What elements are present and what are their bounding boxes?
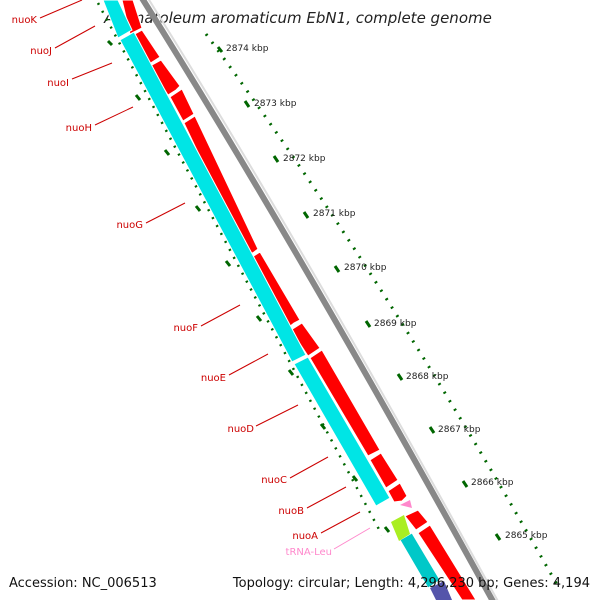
forward-strand-genes	[121, 0, 477, 600]
kbp-major-ticks	[216, 46, 502, 541]
gene-label-nuoJ: nuoJ	[30, 46, 52, 57]
backbone-shadow	[147, 0, 499, 600]
gene-label-nuoK: nuoK	[12, 15, 38, 26]
kbp-label-2874: 2874 kbp	[226, 44, 269, 54]
accession-text: Accession: NC_006513	[9, 576, 157, 591]
gene-reverse-2	[119, 31, 307, 363]
kbp-label-2868: 2868 kbp	[406, 372, 449, 382]
gene-reverse-1	[102, 0, 133, 39]
gene-label-nuoA: nuoA	[292, 531, 318, 542]
gene-nuoC-forward	[369, 452, 399, 489]
kbp-label-2866: 2866 kbp	[471, 478, 514, 488]
gene-leader-lines	[39, 0, 361, 534]
genome-backbone	[139, 0, 496, 600]
gene-label-nuoD: nuoD	[228, 424, 255, 435]
kbp-label-2870: 2870 kbp	[344, 263, 387, 273]
gene-label-nuoE: nuoE	[201, 373, 226, 384]
kbp-label-2867: 2867 kbp	[438, 425, 481, 435]
gene-label-nuoI: nuoI	[47, 78, 69, 89]
kbp-label-2871: 2871 kbp	[313, 209, 356, 219]
topology-text: Topology: circular; Length: 4,296,230 bp…	[232, 576, 590, 591]
scale-tick-ring	[204, 33, 562, 591]
kbp-label-2869: 2869 kbp	[374, 319, 417, 329]
gene-label-nuoB: nuoB	[278, 506, 304, 517]
gene-reverse-4	[399, 532, 441, 589]
inner-major-ticks	[106, 39, 391, 533]
inner-tick-ring	[96, 2, 384, 536]
gene-label-nuoF: nuoF	[173, 323, 198, 334]
misc-feature-green	[391, 515, 410, 541]
reverse-strand-genes	[102, 0, 441, 589]
gene-label-nuoG: nuoG	[116, 220, 143, 231]
trna-label: tRNA-Leu	[286, 547, 332, 558]
kbp-label-2873: 2873 kbp	[254, 99, 297, 109]
gene-label-nuoH: nuoH	[66, 123, 92, 134]
trna-leader-line	[333, 527, 371, 550]
gene-nuoA-forward	[404, 509, 429, 531]
kbp-label-2872: 2872 kbp	[283, 154, 326, 164]
map-title: Aromatoleum aromaticum EbN1, complete ge…	[103, 9, 492, 27]
gene-nuoH-forward	[169, 88, 195, 122]
trna-feature	[400, 500, 412, 508]
gene-downstream-blue	[430, 581, 452, 600]
gene-reverse-3	[293, 356, 391, 507]
gene-label-nuoC: nuoC	[261, 475, 287, 486]
gene-nuoB-forward	[387, 482, 408, 503]
gene-downstream-forward	[417, 524, 477, 600]
gene-nuoD-forward	[309, 349, 381, 457]
kbp-label-2865: 2865 kbp	[505, 531, 548, 541]
